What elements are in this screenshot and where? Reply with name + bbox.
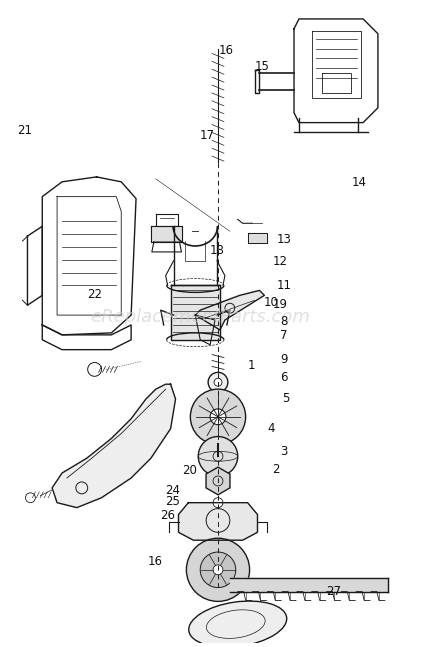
Circle shape bbox=[190, 389, 245, 444]
Text: 21: 21 bbox=[17, 124, 32, 137]
Text: 19: 19 bbox=[272, 298, 286, 311]
Text: 10: 10 bbox=[263, 296, 278, 309]
Text: 4: 4 bbox=[267, 422, 274, 435]
Polygon shape bbox=[151, 226, 182, 242]
Text: 3: 3 bbox=[280, 444, 287, 457]
Text: 24: 24 bbox=[164, 485, 180, 498]
Text: 11: 11 bbox=[276, 280, 291, 292]
Circle shape bbox=[186, 538, 249, 602]
Text: 25: 25 bbox=[164, 494, 179, 507]
Text: 15: 15 bbox=[255, 60, 270, 73]
Circle shape bbox=[198, 437, 237, 476]
Text: 5: 5 bbox=[282, 392, 289, 406]
Polygon shape bbox=[195, 291, 264, 330]
Circle shape bbox=[210, 409, 225, 424]
Polygon shape bbox=[170, 285, 220, 340]
Text: 17: 17 bbox=[199, 129, 214, 142]
Text: 16: 16 bbox=[218, 43, 233, 57]
Text: 22: 22 bbox=[87, 289, 102, 302]
Text: 18: 18 bbox=[210, 243, 224, 257]
Text: 13: 13 bbox=[276, 233, 291, 246]
Text: 2: 2 bbox=[271, 463, 279, 476]
Text: eReplacementParts.com: eReplacementParts.com bbox=[90, 308, 309, 326]
Circle shape bbox=[207, 540, 227, 560]
Text: 16: 16 bbox=[148, 554, 162, 567]
Text: 6: 6 bbox=[279, 371, 287, 384]
Text: 1: 1 bbox=[247, 358, 255, 371]
Circle shape bbox=[213, 498, 222, 508]
Circle shape bbox=[207, 373, 227, 392]
Text: 8: 8 bbox=[280, 315, 287, 328]
Polygon shape bbox=[206, 467, 230, 495]
Polygon shape bbox=[178, 503, 257, 540]
Text: 27: 27 bbox=[325, 586, 340, 598]
Text: 20: 20 bbox=[182, 464, 197, 477]
Text: 26: 26 bbox=[160, 509, 175, 521]
Text: 9: 9 bbox=[279, 353, 287, 366]
Circle shape bbox=[200, 552, 235, 587]
Text: 7: 7 bbox=[279, 329, 287, 342]
Ellipse shape bbox=[188, 601, 286, 647]
Polygon shape bbox=[247, 233, 267, 243]
Text: 14: 14 bbox=[351, 177, 366, 190]
Polygon shape bbox=[52, 384, 175, 508]
Circle shape bbox=[213, 565, 222, 575]
Polygon shape bbox=[229, 578, 387, 591]
Text: 12: 12 bbox=[272, 255, 286, 268]
Circle shape bbox=[214, 378, 221, 386]
